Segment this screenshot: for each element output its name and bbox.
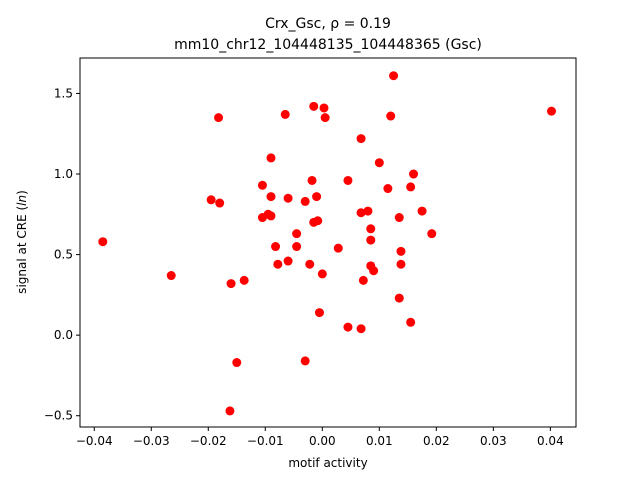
data-point-31 bbox=[314, 308, 324, 318]
data-point-23 bbox=[300, 196, 310, 206]
data-point-42 bbox=[363, 206, 373, 216]
plot-area-frame bbox=[79, 57, 577, 428]
x-tick-label: 0.02 bbox=[423, 434, 450, 448]
data-point-10 bbox=[257, 180, 267, 190]
x-tick-label: 0.04 bbox=[537, 434, 564, 448]
data-point-27 bbox=[309, 101, 319, 111]
data-point-33 bbox=[319, 103, 329, 113]
data-point-9 bbox=[239, 275, 249, 285]
data-point-19 bbox=[283, 193, 293, 203]
data-point-21 bbox=[292, 229, 302, 239]
data-point-30 bbox=[313, 216, 323, 226]
x-tick-label: −0.02 bbox=[190, 434, 227, 448]
y-tick-label: 1.0 bbox=[54, 167, 73, 181]
x-tick-label: −0.03 bbox=[133, 434, 170, 448]
data-point-57 bbox=[409, 169, 419, 179]
data-point-58 bbox=[417, 206, 427, 216]
data-point-52 bbox=[394, 293, 404, 303]
x-tick-label: −0.01 bbox=[247, 434, 284, 448]
x-tick-label: 0.01 bbox=[366, 434, 393, 448]
data-point-18 bbox=[280, 109, 290, 119]
data-point-41 bbox=[358, 275, 368, 285]
data-point-26 bbox=[307, 175, 317, 185]
data-point-40 bbox=[356, 324, 366, 334]
x-tick-label: 0.00 bbox=[309, 434, 336, 448]
data-point-43 bbox=[366, 224, 376, 234]
data-point-55 bbox=[406, 182, 416, 192]
data-point-16 bbox=[271, 242, 281, 252]
y-tick-label: 0.5 bbox=[54, 248, 73, 262]
chart-title-line-2: mm10_chr12_104448135_104448365 (Gsc) bbox=[174, 37, 482, 53]
data-point-49 bbox=[386, 111, 396, 121]
data-point-13 bbox=[266, 153, 276, 163]
data-point-8 bbox=[232, 358, 242, 368]
x-tick-label: −0.04 bbox=[76, 434, 113, 448]
data-point-24 bbox=[300, 356, 310, 366]
data-point-39 bbox=[356, 208, 366, 218]
data-point-38 bbox=[356, 134, 366, 144]
data-point-59 bbox=[427, 229, 437, 239]
data-point-1 bbox=[98, 237, 108, 247]
data-point-32 bbox=[317, 269, 327, 279]
data-point-7 bbox=[226, 279, 236, 289]
data-point-17 bbox=[273, 259, 283, 269]
data-point-5 bbox=[215, 198, 225, 208]
data-point-29 bbox=[312, 192, 322, 202]
data-point-37 bbox=[343, 322, 353, 332]
data-point-36 bbox=[343, 175, 353, 185]
data-point-60 bbox=[546, 106, 556, 116]
data-point-35 bbox=[333, 243, 343, 253]
data-point-2 bbox=[166, 271, 176, 281]
data-point-14 bbox=[266, 192, 276, 202]
x-axis-ticks: −0.04 −0.03 −0.02 −0.01 0.00 0.01 0.02 0.03 0.04 bbox=[76, 427, 564, 448]
data-points bbox=[98, 71, 556, 416]
data-point-4 bbox=[214, 113, 224, 123]
data-point-34 bbox=[320, 113, 330, 123]
data-point-3 bbox=[206, 195, 216, 205]
y-tick-label: 0.0 bbox=[54, 328, 73, 342]
data-point-54 bbox=[396, 259, 406, 269]
data-point-51 bbox=[394, 213, 404, 223]
x-tick-label: 0.03 bbox=[480, 434, 507, 448]
y-axis-label: signal at CRE (ln) bbox=[15, 190, 29, 294]
data-point-15 bbox=[266, 211, 276, 221]
data-point-56 bbox=[406, 317, 416, 327]
data-point-20 bbox=[283, 256, 293, 266]
y-tick-label: 1.5 bbox=[54, 86, 73, 100]
data-point-22 bbox=[292, 242, 302, 252]
chart-title-line-1: Crx_Gsc, ρ = 0.19 bbox=[265, 16, 391, 32]
data-point-53 bbox=[396, 246, 406, 256]
data-point-48 bbox=[383, 184, 393, 194]
data-point-47 bbox=[374, 158, 384, 168]
y-tick-label: −0.5 bbox=[44, 409, 73, 423]
x-axis-label: motif activity bbox=[288, 456, 367, 470]
data-point-46 bbox=[369, 266, 379, 276]
data-point-6 bbox=[225, 406, 235, 416]
data-point-44 bbox=[366, 235, 376, 245]
data-point-50 bbox=[389, 71, 399, 81]
y-axis-ticks: −0.5 0.0 0.5 1.0 1.5 bbox=[44, 86, 80, 423]
data-point-25 bbox=[305, 259, 315, 269]
